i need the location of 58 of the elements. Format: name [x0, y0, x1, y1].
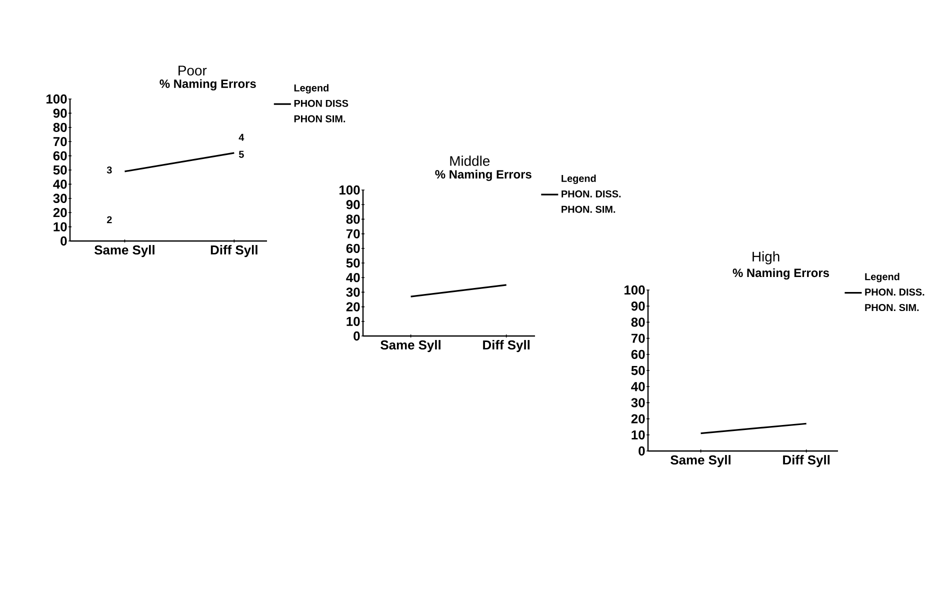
y-tick-label: 40: [346, 273, 360, 282]
annotation: 4: [238, 134, 244, 141]
y-tick-label: 40: [53, 180, 67, 189]
legend-label: PHON. SIM.: [562, 206, 616, 213]
y-tick-label: 80: [631, 318, 645, 327]
y-tick-label: 10: [346, 316, 360, 326]
annotation: 3: [106, 166, 112, 174]
y-tick-label: 10: [54, 222, 67, 232]
y-tick-label: 90: [53, 108, 67, 118]
y-tick-label: 20: [631, 414, 645, 424]
y-tick-label: 80: [346, 214, 360, 224]
legend-label: PHON. SIM.: [865, 304, 919, 312]
y-tick-label: 70: [53, 137, 67, 146]
x-tick-label: Diff Syll: [483, 340, 530, 352]
y-tick-label: 30: [346, 288, 360, 297]
chart-subtitle: % Naming Errors: [732, 268, 829, 280]
y-tick-label: 70: [346, 229, 360, 238]
y-tick-label: 100: [624, 285, 645, 295]
chart-title: High: [752, 251, 780, 264]
y-tick-label: 100: [340, 185, 360, 195]
legend-title: Legend: [865, 272, 900, 282]
chart-subtitle: % Naming Errors: [435, 170, 532, 181]
x-tick-label: Same Syll: [380, 340, 440, 352]
y-tick-label: 0: [638, 446, 645, 456]
x-tick-label: Same Syll: [670, 455, 730, 468]
y-tick-label: 20: [53, 208, 67, 218]
y-tick-label: 90: [346, 200, 360, 210]
y-tick-label: 30: [631, 398, 645, 408]
y-tick-label: 10: [632, 430, 645, 440]
y-tick-label: 50: [346, 258, 360, 268]
x-tick-label: Diff Syll: [783, 455, 830, 468]
legend-label: PHON. DISS.: [562, 190, 621, 198]
y-tick-label: 40: [631, 382, 645, 392]
y-tick-label: 60: [631, 350, 645, 359]
y-tick-label: 90: [631, 302, 645, 311]
legend-title: Legend: [562, 174, 596, 184]
x-tick-label: Diff Syll: [210, 245, 258, 258]
y-tick-label: 70: [631, 334, 645, 343]
chart-title: Poor: [178, 66, 207, 76]
x-tick-label: Same Syll: [94, 245, 154, 258]
y-tick-label: 20: [346, 302, 360, 312]
legend-label: PHON. DISS.: [865, 288, 924, 296]
y-tick-label: 0: [60, 236, 67, 246]
y-tick-label: 50: [53, 165, 67, 175]
legend-label: PHON SIM.: [294, 115, 346, 122]
y-tick-label: 60: [346, 244, 360, 253]
legend-label: PHON DISS: [294, 100, 348, 107]
chart-title: Middle: [450, 156, 490, 166]
y-tick-label: 100: [46, 94, 67, 104]
y-tick-label: 0: [354, 331, 360, 341]
y-tick-label: 80: [53, 122, 67, 132]
annotation: 2: [106, 216, 112, 224]
legend-title: Legend: [294, 84, 328, 94]
y-tick-label: 60: [53, 151, 67, 160]
chart-subtitle: % Naming Errors: [160, 79, 256, 90]
y-tick-label: 30: [53, 194, 67, 203]
annotation: 5: [238, 150, 244, 158]
y-tick-label: 50: [631, 366, 645, 376]
